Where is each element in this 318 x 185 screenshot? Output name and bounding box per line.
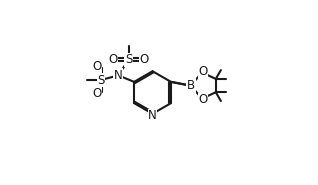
Text: O: O: [198, 65, 207, 78]
Text: N: N: [114, 69, 123, 82]
Text: O: O: [140, 53, 149, 66]
Text: O: O: [93, 60, 102, 73]
Text: S: S: [97, 73, 105, 87]
Text: O: O: [93, 87, 102, 100]
Text: B: B: [187, 79, 195, 92]
Text: S: S: [125, 53, 132, 66]
Text: O: O: [198, 93, 207, 106]
Text: N: N: [148, 109, 157, 122]
Text: O: O: [108, 53, 117, 66]
